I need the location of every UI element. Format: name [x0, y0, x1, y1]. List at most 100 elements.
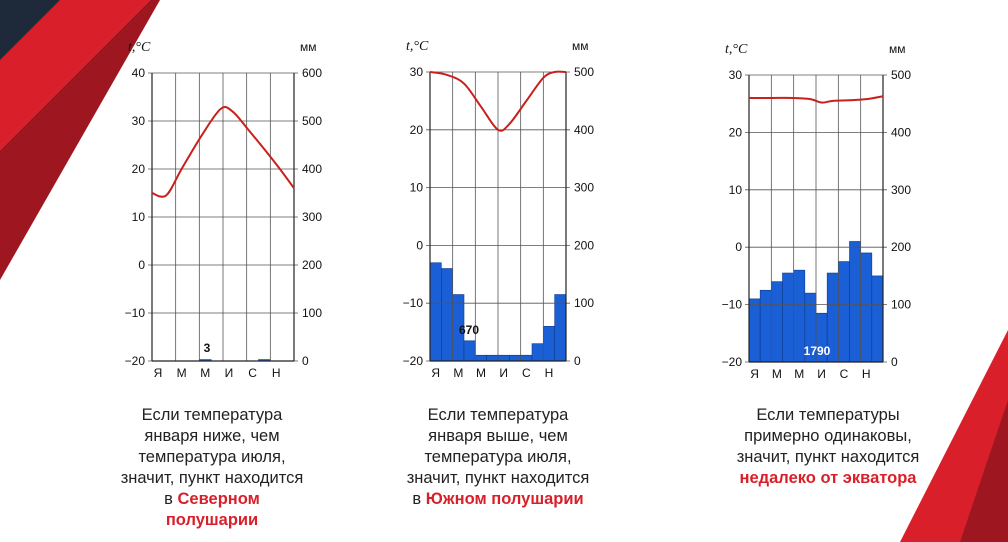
temp-tick-label: −10 [722, 298, 743, 312]
temperature-curve [749, 95, 884, 104]
caption-line: значит, пункт находится [736, 448, 920, 466]
precip-tick-label: 100 [891, 298, 911, 312]
temp-tick-label: 30 [410, 65, 424, 79]
precip-tick-label: 0 [891, 355, 898, 369]
month-label: М [453, 366, 463, 380]
precip-unit-label: мм [572, 39, 589, 53]
precip-tick-label: 500 [302, 114, 322, 128]
temp-tick-label: 20 [410, 123, 424, 137]
caption-line: января ниже, чем [144, 427, 280, 445]
precip-unit-label: мм [300, 40, 317, 54]
month-label: И [499, 366, 508, 380]
temp-tick-label: 0 [138, 258, 145, 272]
temp-tick-label: 30 [729, 68, 743, 82]
month-label: Н [545, 366, 554, 380]
temperature-curve [429, 70, 567, 132]
caption-highlight-2: полушарии [165, 511, 259, 529]
precip-tick-label: 400 [574, 123, 594, 137]
month-label: С [522, 366, 531, 380]
temp-tick-label: −20 [722, 355, 743, 369]
caption-line: января выше, чем [428, 427, 568, 445]
month-label: М [476, 366, 486, 380]
month-label: М [772, 367, 782, 381]
month-label: С [248, 366, 257, 380]
temp-tick-label: 10 [410, 181, 424, 195]
temp-tick-label: 30 [132, 114, 146, 128]
temp-tick-label: 0 [416, 238, 423, 252]
month-label: И [225, 366, 234, 380]
precip-tick-label: 300 [302, 210, 322, 224]
month-label: Н [272, 366, 281, 380]
month-label: С [840, 367, 849, 381]
temp-tick-label: 20 [729, 125, 743, 139]
precip-unit-label: мм [889, 42, 906, 56]
month-label: И [817, 367, 826, 381]
caption-line: значит, пункт находится [120, 469, 304, 487]
caption-prefix: в [164, 490, 178, 508]
precip-bar [849, 241, 861, 363]
caption-line: Если температуры [756, 406, 900, 424]
precip-bar [860, 252, 873, 363]
temperature-curve [151, 106, 295, 198]
caption-highlight: недалеко от экватора [739, 469, 917, 487]
caption-equator: Если температуры примерно одинаковы, зна… [688, 405, 968, 489]
temp-tick-label: 40 [132, 66, 146, 80]
temp-tick-label: −10 [125, 306, 146, 320]
annual-precip-label: 3 [204, 341, 211, 355]
temp-unit-label: t,°C [128, 40, 151, 55]
precip-tick-label: 400 [891, 125, 911, 139]
precip-bar [782, 272, 794, 363]
annual-precip-label: 670 [459, 323, 479, 337]
precip-tick-label: 600 [302, 66, 322, 80]
month-label: Я [431, 366, 440, 380]
caption-line: температура июля, [424, 448, 572, 466]
precip-bar [759, 289, 772, 363]
caption-line: в Южном полушарии [368, 489, 628, 510]
caption-north: Если температура января ниже, чем темпер… [82, 405, 342, 531]
temp-tick-label: −20 [125, 354, 146, 368]
precip-tick-label: 500 [891, 68, 911, 82]
caption-line: температура июля, [138, 448, 286, 466]
caption-line: примерно одинаковы, [744, 427, 912, 445]
month-label: М [200, 366, 210, 380]
precip-tick-label: 400 [302, 162, 322, 176]
month-label: Я [750, 367, 759, 381]
annual-precip-label: 1790 [804, 344, 831, 358]
caption-line: недалеко от экватора [688, 468, 968, 489]
temp-tick-label: −10 [403, 296, 424, 310]
caption-line: в Северном [82, 489, 342, 510]
precip-tick-label: 200 [302, 258, 322, 272]
caption-highlight: Южном полушарии [425, 490, 584, 508]
caption-south: Если температура января выше, чем темпер… [368, 405, 628, 510]
temp-tick-label: 0 [735, 240, 742, 254]
precip-tick-label: 200 [891, 240, 911, 254]
precip-tick-label: 0 [302, 354, 309, 368]
precip-tick-label: 500 [574, 65, 594, 79]
precip-bar [771, 281, 783, 363]
month-label: М [177, 366, 187, 380]
caption-prefix: в [412, 490, 426, 508]
month-label: Я [154, 366, 163, 380]
caption-line: Если температура [427, 406, 569, 424]
precip-bar [838, 261, 850, 363]
caption-line: Если температура [141, 406, 283, 424]
precip-tick-label: 300 [891, 183, 911, 197]
caption-line: значит, пункт находится [406, 469, 590, 487]
temp-unit-label: t,°C [725, 42, 748, 57]
temp-tick-label: 10 [132, 210, 146, 224]
month-label: Н [862, 367, 871, 381]
month-label: М [794, 367, 804, 381]
temp-tick-label: 10 [729, 183, 743, 197]
precip-tick-label: 100 [574, 296, 594, 310]
temp-unit-label: t,°C [406, 39, 429, 54]
temp-tick-label: 20 [132, 162, 146, 176]
precip-tick-label: 0 [574, 354, 581, 368]
precip-tick-label: 200 [574, 238, 594, 252]
precip-bar [871, 275, 884, 363]
caption-highlight: Северном [177, 490, 260, 508]
precip-bar [748, 298, 761, 363]
temp-tick-label: −20 [403, 354, 424, 368]
